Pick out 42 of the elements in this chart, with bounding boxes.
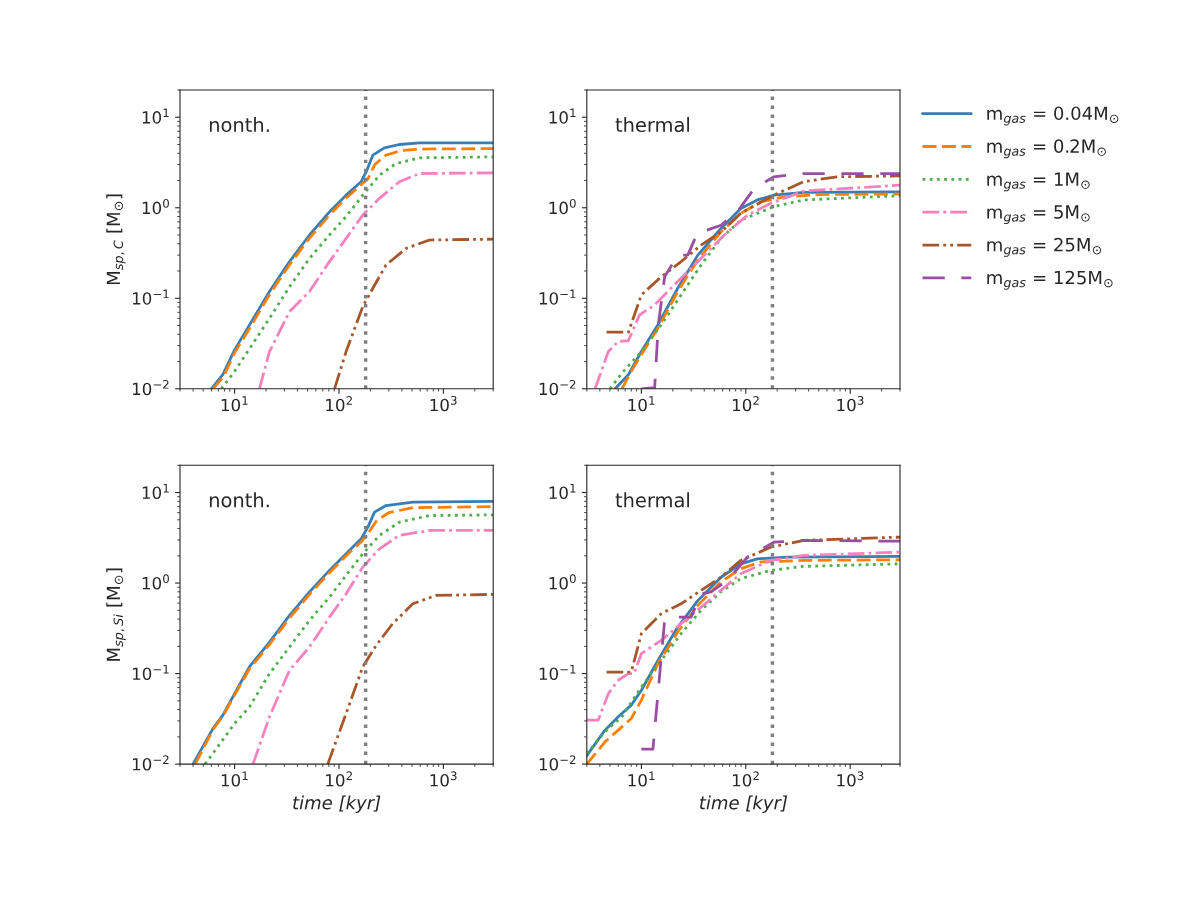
x-tick-label: 10$^{3}$ [837,771,864,787]
x-tick-label: 10$^{2}$ [326,771,352,787]
y-tick-label: 10$^{−2}$ [539,755,576,771]
x-tick-label: 10$^{2}$ [732,396,759,412]
y-tick-label: 10$^{−1}$ [132,289,169,305]
x-tick-label: 10$^{2}$ [732,771,759,787]
y-tick-label: 10$^{−1}$ [539,289,576,305]
y-tick-label: 10$^{0}$ [142,198,169,215]
x-tick-label: 10$^{3}$ [837,396,864,412]
x-tick-label: 10$^{1}$ [221,771,248,787]
annotation: thermal [615,117,689,133]
y-axis-title: M$_{sp,C}$ [M$_{⊙}$] [106,194,126,285]
y-tick-label: 10$^{−2}$ [132,379,169,396]
y-tick-label: 10$^{−1}$ [132,664,169,681]
legend-label: m$_{gas}$ = 1M$_{⊙}$ [987,172,1090,192]
legend-label: m$_{gas}$ = 125M$_{⊙}$ [987,270,1113,290]
annotation: nonth. [209,117,269,133]
legend-label: m$_{gas}$ = 5M$_{⊙}$ [987,205,1090,225]
y-tick-label: 10$^{−2}$ [132,755,169,771]
annotation: nonth. [209,492,269,508]
y-tick-label: 10$^{1}$ [549,483,576,499]
y-tick-label: 10$^{0}$ [549,198,576,215]
x-axis-title: time [kyr] [293,795,381,813]
y-tick-label: 10$^{−1}$ [539,664,576,681]
x-tick-label: 10$^{3}$ [430,396,457,412]
y-tick-label: 10$^{1}$ [142,108,169,124]
legend-label: m$_{gas}$ = 25M$_{⊙}$ [987,237,1102,257]
legend-label: m$_{gas}$ = 0.2M$_{⊙}$ [987,139,1106,159]
y-tick-label: 10$^{1}$ [549,108,576,124]
x-tick-label: 10$^{1}$ [628,396,655,412]
x-tick-label: 10$^{3}$ [430,771,457,787]
y-tick-label: 10$^{−2}$ [539,379,576,396]
x-tick-label: 10$^{2}$ [326,396,352,412]
y-tick-label: 10$^{1}$ [142,483,169,499]
legend-label: m$_{gas}$ = 0.04M$_{⊙}$ [987,106,1119,126]
x-axis-title: time [kyr] [699,795,788,813]
x-tick-label: 10$^{1}$ [221,396,248,412]
y-axis-title: M$_{sp,Si}$ [M$_{⊙}$] [106,568,126,661]
y-tick-label: 10$^{0}$ [142,574,169,590]
x-tick-label: 10$^{1}$ [628,771,655,787]
annotation: thermal [615,492,689,508]
y-tick-label: 10$^{0}$ [549,574,576,590]
